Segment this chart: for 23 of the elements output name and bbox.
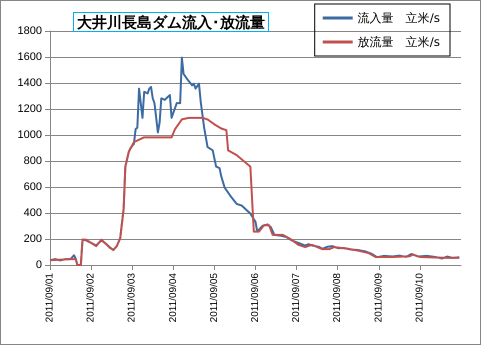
chart-title: 大井川長島ダム流入･放流量 — [77, 14, 265, 32]
y-tick-label: 0 — [36, 259, 42, 271]
y-tick-label: 600 — [24, 181, 42, 193]
x-tick-label: 2011/09/09 — [373, 272, 384, 322]
x-tick-label: 2011/09/08 — [332, 272, 344, 322]
y-tick-label: 1800 — [18, 25, 42, 37]
x-tick-label: 2011/09/10 — [414, 272, 426, 322]
x-tick-label: 2011/09/03 — [126, 272, 138, 322]
x-tick-label: 2011/09/07 — [291, 272, 302, 322]
y-tick-label: 800 — [24, 155, 42, 167]
x-tick-label: 2011/09/04 — [168, 272, 179, 322]
y-tick-label: 200 — [24, 233, 42, 245]
y-tick-label: 1200 — [18, 103, 42, 115]
legend-label: 流入量 立米/s — [358, 11, 440, 25]
x-tick-label: 2011/09/02 — [86, 272, 97, 322]
y-tick-label: 1600 — [18, 51, 42, 63]
y-tick-label: 1400 — [18, 77, 42, 89]
y-tick-label: 1000 — [18, 129, 42, 141]
y-tick-label: 400 — [24, 207, 42, 219]
x-tick-label: 2011/09/06 — [250, 272, 261, 322]
x-tick-label: 2011/09/05 — [208, 272, 220, 322]
legend-label: 放流量 立米/s — [358, 35, 440, 49]
x-tick-label: 2011/09/01 — [44, 272, 56, 322]
